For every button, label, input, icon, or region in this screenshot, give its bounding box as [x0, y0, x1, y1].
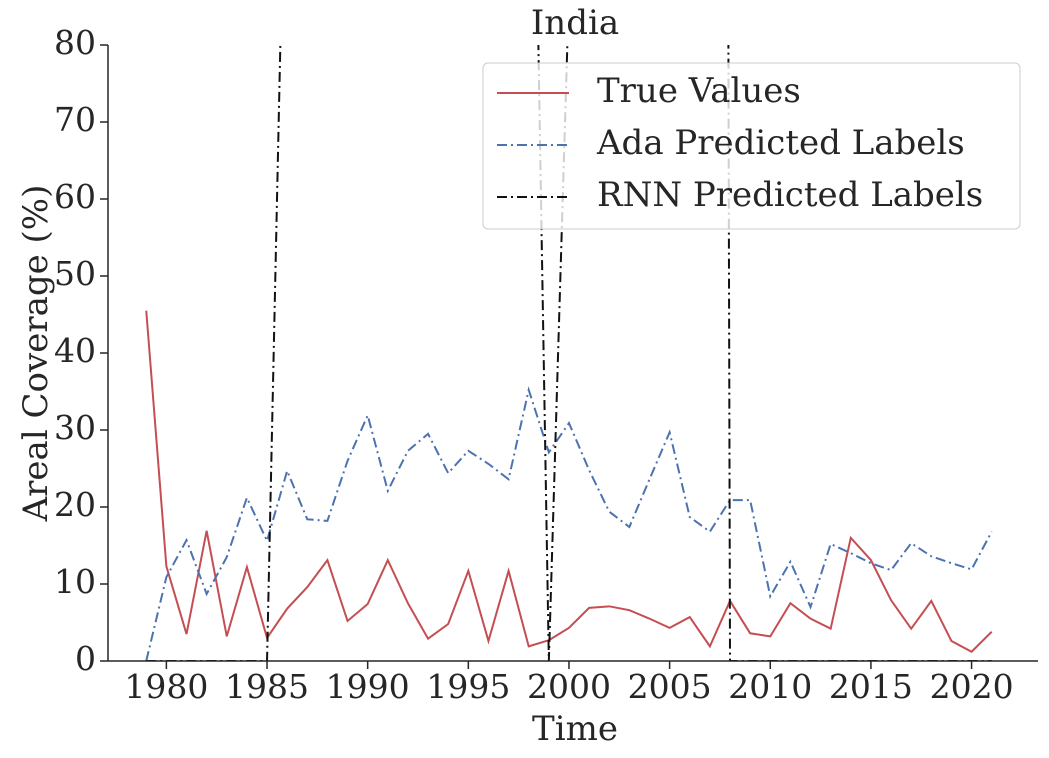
x-tick-label: 2010 [728, 667, 812, 706]
y-tick-label: 80 [54, 23, 96, 62]
x-tick-label: 1980 [124, 667, 208, 706]
x-tick-label: 1990 [326, 667, 410, 706]
legend-label: Ada Predicted Labels [596, 123, 965, 163]
legend-box [482, 62, 1021, 230]
x-tick-label: 2000 [527, 667, 611, 706]
chart-title: India [531, 3, 619, 43]
y-axis-label: Areal Coverage (%) [16, 185, 56, 523]
y-tick-label: 40 [54, 331, 96, 370]
x-tick-label: 1995 [426, 667, 510, 706]
x-tick-label: 2005 [628, 667, 712, 706]
y-tick-label: 0 [75, 639, 96, 678]
legend-label: True Values [597, 71, 801, 111]
y-tick-label: 50 [54, 254, 96, 293]
x-axis-label: Time [532, 709, 618, 749]
y-tick-label: 60 [54, 177, 96, 216]
x-tick-label: 2020 [930, 667, 1014, 706]
y-tick-label: 10 [54, 562, 96, 601]
series-line [145, 386, 993, 661]
plot-area [145, 45, 993, 661]
x-tick-label: 1985 [225, 667, 309, 706]
legend-label: RNN Predicted Labels [597, 175, 983, 215]
y-tick-label: 20 [54, 485, 96, 524]
series-line [145, 310, 993, 653]
y-tick-label: 70 [54, 100, 96, 139]
x-tick-label: 2015 [829, 667, 913, 706]
y-tick-label: 30 [54, 408, 96, 447]
